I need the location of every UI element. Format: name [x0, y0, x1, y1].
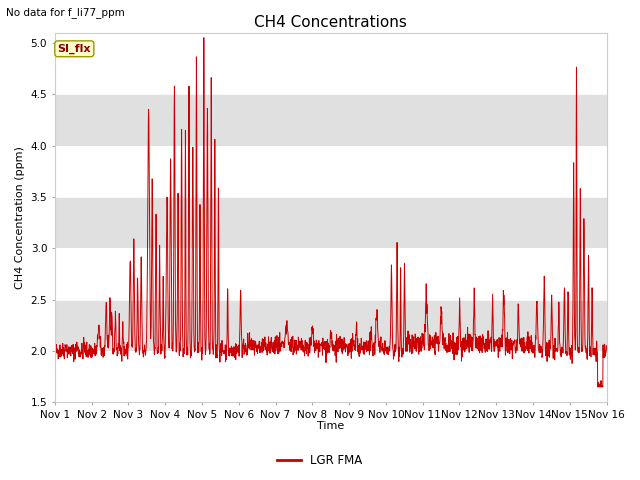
Bar [55, 197, 607, 248]
Bar [55, 300, 607, 351]
Text: No data for f_li77_ppm: No data for f_li77_ppm [6, 7, 125, 18]
Y-axis label: CH4 Concentration (ppm): CH4 Concentration (ppm) [15, 146, 25, 289]
X-axis label: Time: Time [317, 421, 344, 432]
Text: SI_flx: SI_flx [58, 44, 91, 54]
Title: CH4 Concentrations: CH4 Concentrations [254, 15, 407, 30]
Bar [55, 94, 607, 145]
Legend: LGR FMA: LGR FMA [273, 449, 367, 472]
